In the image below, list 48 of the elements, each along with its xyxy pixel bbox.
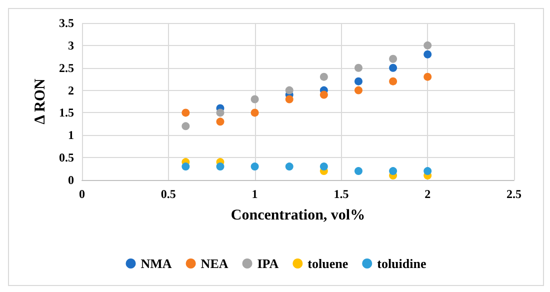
y-tick-label: 1 [68, 128, 74, 142]
point [424, 41, 432, 50]
legend-label: IPA [257, 256, 280, 271]
y-tick-label: 2 [68, 83, 74, 98]
y-tick-label: 0 [68, 173, 74, 187]
y-tick-label: 2.5 [59, 60, 74, 75]
point [424, 72, 432, 81]
x-tick-label: 0 [79, 187, 85, 201]
point [389, 54, 398, 63]
point [285, 86, 294, 94]
point [389, 77, 398, 86]
x-tick-label: 2.5 [506, 187, 522, 201]
point [285, 95, 294, 104]
x-axis-title: Concentration, vol% [230, 208, 366, 224]
point [424, 167, 432, 176]
point [182, 108, 190, 117]
point [354, 86, 362, 94]
point [320, 72, 328, 81]
x-tick-label: 0.5 [160, 187, 176, 201]
x-tick-label: 2 [424, 187, 431, 201]
y-axis-title: Δ RON [32, 78, 49, 124]
y-tick-label: 1.5 [59, 106, 74, 120]
point [250, 108, 259, 117]
point [389, 167, 398, 176]
point [354, 167, 362, 176]
point [182, 122, 190, 130]
point [354, 77, 362, 86]
point [250, 162, 259, 171]
y-tick-label: 3 [68, 38, 74, 52]
point [320, 90, 328, 99]
point [216, 108, 224, 117]
legend-label: toluidine [377, 256, 426, 271]
point [182, 162, 190, 171]
legend-label: toluene [308, 256, 348, 271]
legend-label: NMA [140, 256, 172, 271]
x-tick-label: 1 [252, 187, 258, 201]
point [424, 50, 432, 58]
point [250, 95, 259, 104]
point [320, 162, 328, 171]
point [216, 118, 224, 126]
y-tick-label: 3.5 [59, 16, 74, 30]
point [216, 162, 224, 171]
point [285, 162, 294, 171]
x-tick-label: 1.5 [334, 187, 349, 201]
point [389, 64, 398, 72]
point [354, 64, 362, 72]
y-tick-label: 0.5 [59, 150, 74, 165]
legend-label: NEA [200, 256, 229, 271]
